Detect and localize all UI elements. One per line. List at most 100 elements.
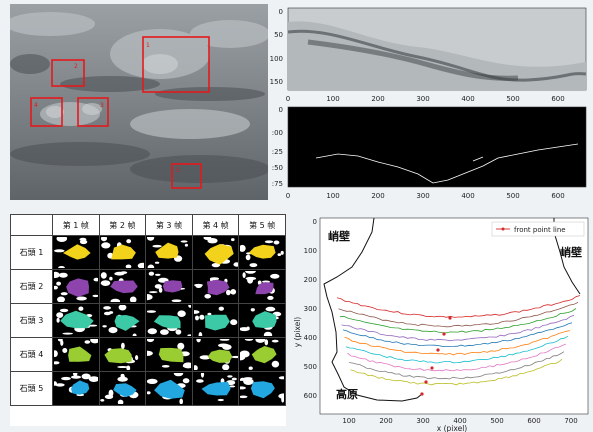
plot1-xtick-500: 500 (506, 95, 519, 103)
mask-speckle (58, 272, 68, 278)
mask-speckle (130, 296, 137, 302)
mask-speckle (159, 329, 169, 335)
row-label-stone-4: 石頭 4 (10, 337, 53, 372)
plot1-xtick-0: 0 (286, 95, 290, 103)
mask-speckle (101, 242, 111, 249)
mask-speckle (175, 329, 182, 335)
mask-speckle (55, 383, 65, 387)
mask-image (53, 373, 98, 397)
plot2-xtick-200: 200 (371, 192, 384, 200)
plot1-xtick-600: 600 (551, 95, 564, 103)
mask-cell (191, 371, 240, 406)
mask-cell (191, 337, 240, 372)
front-lines-group (336, 295, 581, 386)
mask-speckle (146, 391, 151, 395)
mask-image (100, 373, 139, 404)
mask-speckle (88, 324, 97, 327)
mask-image (240, 240, 284, 268)
mask-speckle (135, 355, 139, 361)
mask-speckle (147, 328, 157, 335)
mask-speckle (57, 339, 63, 342)
mask-speckle (245, 276, 257, 281)
mask-speckle (101, 272, 108, 279)
mask-speckle (173, 373, 184, 377)
row-label-stone-2: 石頭 2 (10, 269, 53, 304)
front-ytick-500: 500 (304, 363, 317, 371)
mask-speckle (105, 394, 114, 399)
mask-speckle (218, 306, 224, 311)
grayscale-strip-plot: 0 50 100 150 0 100 200 300 400 500 600 (268, 2, 590, 106)
mask-speckle (62, 348, 68, 353)
detection-box-2 (51, 59, 85, 87)
mask-speckle (146, 294, 153, 301)
front-ytick-400: 400 (304, 334, 317, 342)
stone-mask-blob (255, 282, 274, 295)
mask-speckle (120, 374, 126, 381)
mask-cell (145, 235, 193, 270)
row-label-stone-3: 石頭 3 (10, 303, 53, 338)
mask-speckle (240, 350, 250, 358)
mask-cell (145, 269, 193, 304)
mask-cell (52, 303, 100, 338)
row-label-stone-5: 石頭 5 (10, 371, 53, 406)
box-label-2: 2 (74, 63, 78, 70)
stone-mask-blob (201, 381, 231, 396)
mask-speckle (240, 244, 246, 252)
mask-speckle (148, 291, 158, 294)
mask-speckle (53, 249, 65, 253)
mask-speckle (198, 314, 205, 320)
front-lines-plot: 峭壁 峭壁 高原 front point line 0 100 200 300 … (292, 212, 592, 432)
plot1-ytick-50: 50 (274, 31, 283, 39)
front-xtick-300: 300 (416, 417, 429, 425)
mask-speckle (53, 271, 60, 278)
mask-speckle (278, 376, 285, 380)
mask-speckle (206, 312, 211, 316)
mask-speckle (248, 366, 253, 370)
mask-image (53, 271, 98, 302)
mask-speckle (230, 238, 235, 242)
header-frame-1: 第 1 帧 (52, 214, 100, 236)
mask-speckle (55, 281, 61, 286)
mask-cell (238, 337, 286, 372)
detection-box-1 (142, 36, 210, 93)
mask-speckle (78, 306, 84, 311)
mask-speckle (203, 294, 211, 299)
mask-speckle (277, 253, 282, 256)
mask-speckle (79, 239, 88, 245)
plot1-ytick-0: 0 (279, 8, 283, 16)
box-label-4: 4 (34, 102, 38, 109)
stone-mask-blob (207, 349, 232, 363)
plot1-ytick-150: 150 (270, 78, 283, 86)
plot2-ytick-00: :00 (272, 129, 283, 137)
front-ylabel: y (pixel) (293, 317, 302, 347)
front-xlabel: x (pixel) (437, 424, 467, 432)
front-line-6 (344, 330, 571, 356)
mask-speckle (264, 240, 274, 244)
mask-speckle (281, 396, 285, 403)
mask-cell (191, 235, 240, 270)
mask-speckle (240, 327, 250, 332)
mask-speckle (76, 296, 87, 301)
front-line-7 (345, 335, 569, 364)
mask-speckle (219, 339, 230, 341)
mask-image (101, 237, 145, 268)
mask-cell (52, 269, 100, 304)
edge-detection-plot: 0 :00 :25 :50 :75 0 100 200 300 400 500 … (268, 104, 590, 204)
mask-speckle (89, 339, 98, 344)
table-row: 石頭 4 (10, 337, 286, 372)
mask-speckle (242, 272, 246, 278)
mask-image (101, 271, 139, 302)
mask-cell (145, 371, 193, 406)
plot2-ytick-75: :75 (272, 180, 283, 188)
stone-mask-blob (155, 242, 179, 259)
table-row: 石頭 5 (10, 371, 286, 406)
mask-speckle (104, 311, 112, 316)
stone-mask-blob (158, 347, 184, 363)
front-ytick-0: 0 (313, 218, 317, 226)
mask-speckle (249, 263, 258, 268)
front-ytick-600: 600 (304, 392, 317, 400)
mask-cell (98, 303, 147, 338)
front-line-10 (350, 358, 563, 386)
mask-image (242, 271, 280, 300)
front-line-3 (339, 308, 577, 334)
